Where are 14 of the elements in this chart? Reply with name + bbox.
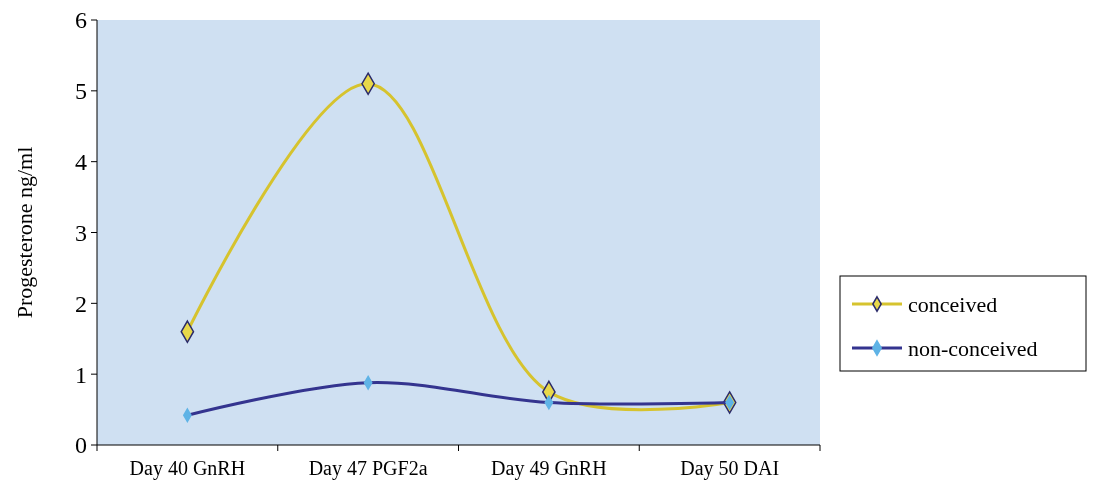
y-axis-title: Progesterone ng/ml (12, 146, 37, 319)
x-tick-label: Day 50 DAI (680, 457, 780, 480)
legend-label: conceived (908, 291, 998, 317)
y-tick-label: 1 (75, 361, 87, 388)
y-tick-label: 0 (75, 432, 87, 459)
y-tick-label: 2 (75, 290, 87, 317)
y-tick-label: 4 (75, 149, 87, 176)
y-tick-label: 3 (75, 219, 87, 246)
y-tick-label: 6 (75, 7, 87, 34)
x-tick-label: Day 47 PGF2a (308, 457, 428, 480)
x-tick-label: Day 49 GnRH (491, 457, 607, 480)
legend-label: non-conceived (908, 335, 1038, 361)
y-tick-label: 5 (75, 78, 87, 105)
x-tick-label: Day 40 GnRH (129, 457, 246, 480)
